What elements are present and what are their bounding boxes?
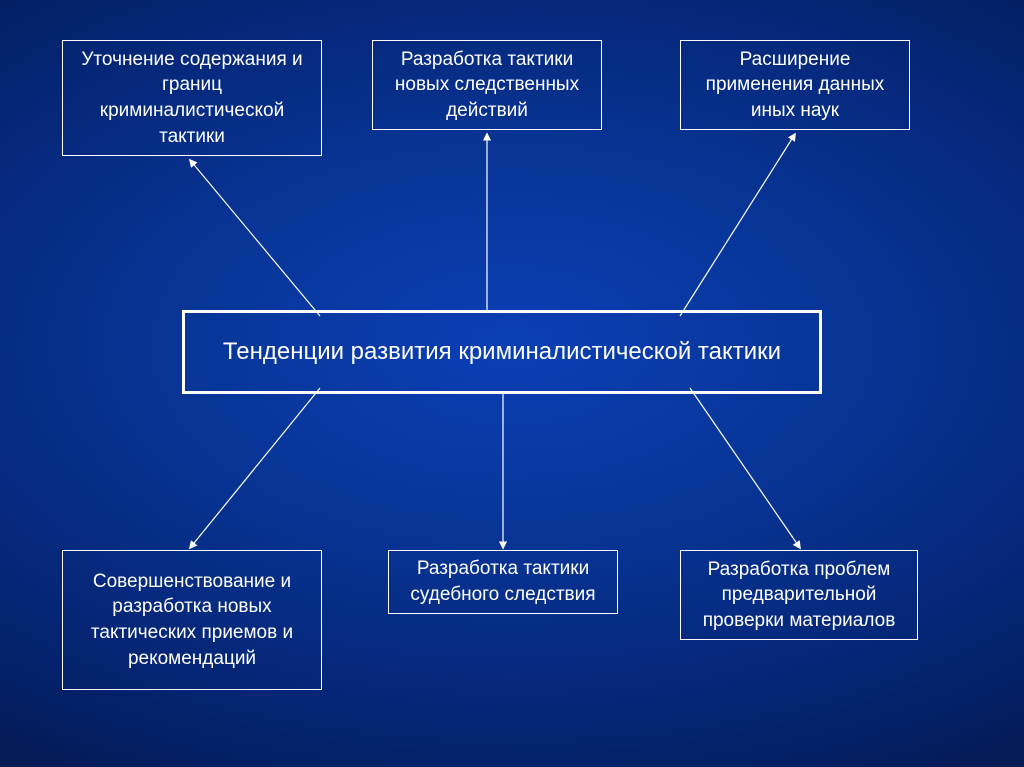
node-label: Уточнение содержания и границ криминалис… [73, 47, 311, 150]
node-label: Разработка тактики новых следственных де… [383, 47, 591, 124]
node-label: Совершенствование и разработка новых так… [73, 569, 311, 672]
node-label: Разработка проблем предварительной прове… [691, 557, 907, 634]
center-node: Тенденции развития криминалистической та… [182, 310, 822, 394]
node-label: Разработка тактики судебного следствия [399, 556, 607, 607]
node-label: Расширение применения данных иных наук [691, 47, 899, 124]
center-label: Тенденции развития криминалистической та… [223, 336, 781, 368]
top-node-1: Разработка тактики новых следственных де… [372, 40, 602, 130]
bottom-node-1: Разработка тактики судебного следствия [388, 550, 618, 614]
top-node-0: Уточнение содержания и границ криминалис… [62, 40, 322, 156]
top-node-2: Расширение применения данных иных наук [680, 40, 910, 130]
bottom-node-0: Совершенствование и разработка новых так… [62, 550, 322, 690]
bottom-node-2: Разработка проблем предварительной прове… [680, 550, 918, 640]
